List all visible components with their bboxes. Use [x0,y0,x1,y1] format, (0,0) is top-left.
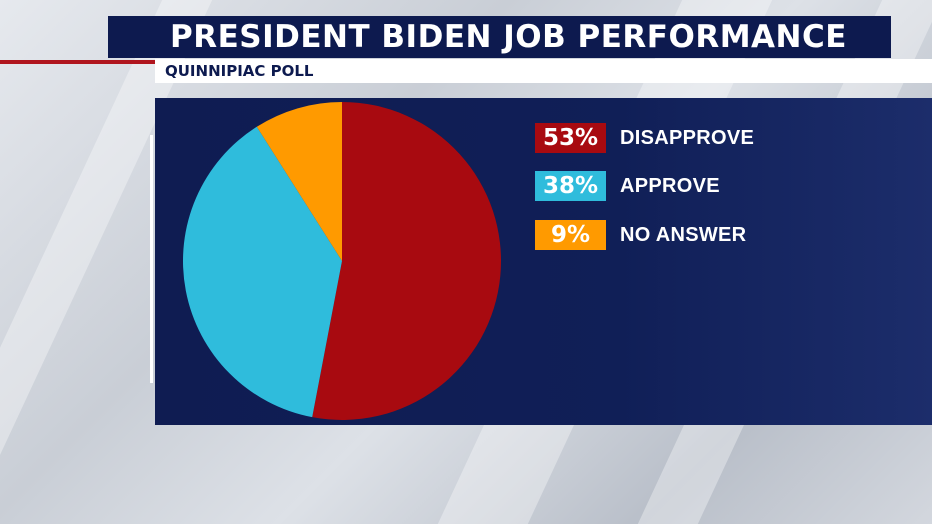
subtitle-bar: QUINNIPIAC POLL [155,59,932,83]
legend-item-approve: 38% APPROVE [535,171,720,201]
legend-item-disapprove: 53% DISAPPROVE [535,123,754,153]
title-bar: PRESIDENT BIDEN JOB PERFORMANCE [108,16,891,58]
legend-label-disapprove: DISAPPROVE [620,126,755,149]
legend-label-no-answer: NO ANSWER [620,223,747,246]
pie-slice-approve [183,126,342,418]
accent-line [0,60,160,64]
pie-slice-no-answer [256,102,342,261]
legend-badge-no-answer: 9% [535,220,606,250]
legend-badge-disapprove: 53% [535,123,606,153]
chart-title: PRESIDENT BIDEN JOB PERFORMANCE [170,19,847,55]
legend-item-no-answer: 9% NO ANSWER [535,220,746,250]
chart-subtitle: QUINNIPIAC POLL [165,62,314,80]
legend-label-approve: APPROVE [620,174,720,197]
pie-chart [183,102,501,421]
pie-slice-disapprove [312,102,501,421]
panel-divider [150,135,153,383]
pie-slices [183,102,501,421]
legend-badge-approve: 38% [535,171,606,201]
